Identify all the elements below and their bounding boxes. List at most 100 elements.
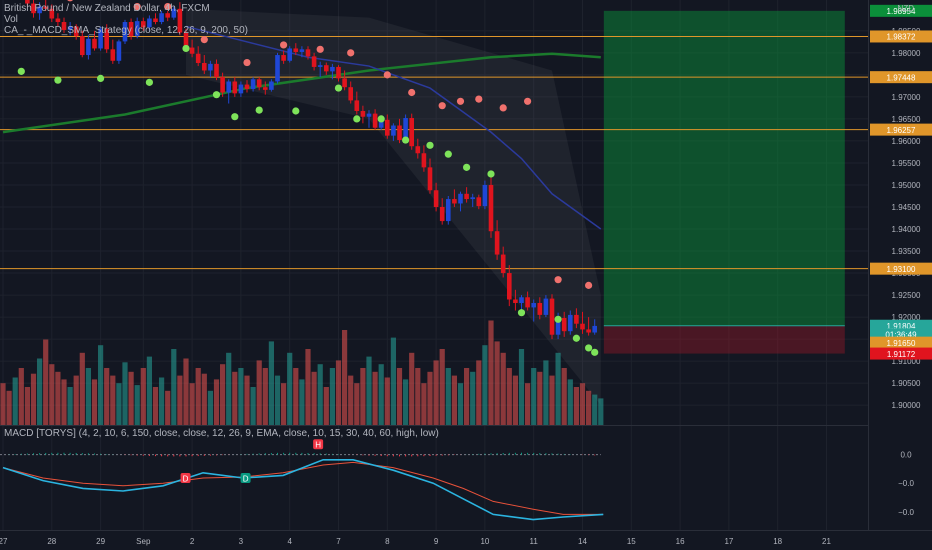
candle-body[interactable]: [403, 118, 408, 141]
candle-body[interactable]: [183, 32, 189, 48]
candle-body[interactable]: [104, 28, 109, 50]
candle-body[interactable]: [507, 273, 512, 300]
candle-body[interactable]: [464, 193, 469, 200]
candle-body[interactable]: [574, 314, 579, 324]
candle-body[interactable]: [238, 84, 244, 94]
candle-body[interactable]: [208, 63, 213, 71]
price-label-badge[interactable]: [870, 262, 932, 275]
candle-body[interactable]: [67, 26, 73, 30]
candle-body[interactable]: [122, 22, 128, 42]
candle-body[interactable]: [378, 119, 384, 128]
candle-body[interactable]: [433, 190, 439, 207]
candle-body[interactable]: [80, 36, 85, 56]
candle-body[interactable]: [263, 87, 268, 90]
candle-body[interactable]: [561, 317, 567, 332]
candle-body[interactable]: [43, 6, 48, 9]
candle-body[interactable]: [452, 199, 457, 204]
candle-body[interactable]: [397, 125, 402, 141]
candles[interactable]: [1, 0, 597, 340]
candle-body[interactable]: [73, 26, 79, 37]
candle-body[interactable]: [592, 325, 597, 333]
candle-body[interactable]: [500, 254, 506, 274]
candle-body[interactable]: [513, 299, 518, 304]
candle-body[interactable]: [134, 21, 140, 37]
candle-body[interactable]: [446, 199, 451, 222]
candle-body[interactable]: [488, 184, 494, 232]
time-tick-label[interactable]: 18: [773, 537, 782, 546]
candle-body[interactable]: [256, 79, 262, 88]
candle-body[interactable]: [336, 66, 341, 79]
candle-body[interactable]: [25, 0, 30, 4]
candle-body[interactable]: [141, 21, 146, 28]
time-tick-label[interactable]: 8: [385, 537, 390, 546]
time-tick-label[interactable]: 15: [627, 537, 636, 546]
candle-body[interactable]: [586, 329, 591, 333]
time-tick-label[interactable]: 11: [530, 537, 539, 546]
candle-body[interactable]: [189, 47, 195, 54]
time-tick-label[interactable]: 3: [239, 537, 244, 546]
time-tick-label[interactable]: 29: [96, 537, 105, 546]
time-tick-label[interactable]: 4: [287, 537, 292, 546]
candle-body[interactable]: [202, 62, 207, 71]
candle-body[interactable]: [195, 53, 201, 63]
candle-body[interactable]: [372, 113, 378, 128]
candle-body[interactable]: [354, 100, 360, 111]
candle-body[interactable]: [330, 66, 335, 72]
candle-body[interactable]: [98, 28, 103, 49]
candle-body[interactable]: [128, 22, 134, 37]
candle-body[interactable]: [409, 118, 414, 147]
price-label-badge[interactable]: [870, 347, 932, 360]
stop-loss-zone[interactable]: [603, 325, 845, 354]
candle-body[interactable]: [171, 8, 177, 18]
candle-body[interactable]: [543, 298, 549, 315]
candle-body[interactable]: [482, 184, 488, 207]
candle-body[interactable]: [525, 297, 530, 308]
candle-body[interactable]: [165, 13, 170, 18]
candle-body[interactable]: [214, 63, 219, 78]
candle-body[interactable]: [55, 18, 61, 23]
candle-body[interactable]: [366, 113, 372, 117]
price-label-badge[interactable]: [870, 336, 932, 349]
candle-body[interactable]: [281, 55, 286, 61]
candle-body[interactable]: [110, 49, 116, 61]
candle-body[interactable]: [86, 38, 91, 56]
horizontal-levels[interactable]: [0, 35, 868, 270]
candle-body[interactable]: [244, 84, 250, 89]
candle-body[interactable]: [324, 65, 329, 72]
trade-position-box[interactable]: [186, 8, 845, 406]
candle-body[interactable]: [580, 323, 585, 330]
time-axis[interactable]: 27 28 29 Sep 2 3 4 7 8 9 10 11 14 15 16 17 18 21: [0, 537, 831, 546]
candle-body[interactable]: [147, 18, 152, 28]
candle-body[interactable]: [177, 8, 183, 33]
candle-body[interactable]: [342, 78, 347, 88]
time-tick-label[interactable]: 14: [578, 537, 587, 546]
candle-body[interactable]: [385, 119, 390, 136]
candle-body[interactable]: [269, 81, 274, 90]
time-tick-label[interactable]: 28: [47, 537, 56, 546]
candle-body[interactable]: [391, 125, 396, 136]
candle-body[interactable]: [421, 153, 427, 168]
time-tick-label[interactable]: 2: [190, 537, 195, 546]
candle-body[interactable]: [293, 48, 299, 52]
candle-body[interactable]: [37, 6, 42, 14]
candle-body[interactable]: [360, 110, 366, 117]
price-axis[interactable]: 1.985001.980001.975001.970001.965001.960…: [869, 0, 932, 530]
candle-body[interactable]: [116, 41, 122, 61]
candle-body[interactable]: [476, 197, 482, 207]
candle-body[interactable]: [305, 49, 311, 57]
candle-body[interactable]: [519, 297, 524, 304]
candle-body[interactable]: [348, 87, 353, 101]
time-tick-label[interactable]: 9: [434, 537, 439, 546]
take-profit-zone[interactable]: [603, 10, 845, 326]
candle-body[interactable]: [159, 13, 164, 23]
time-tick-label[interactable]: 21: [822, 537, 831, 546]
candle-body[interactable]: [555, 317, 561, 335]
time-tick-label[interactable]: 10: [480, 537, 489, 546]
price-label-badge[interactable]: [870, 30, 932, 43]
candle-body[interactable]: [415, 146, 421, 154]
time-tick-label[interactable]: 27: [0, 537, 8, 546]
candle-body[interactable]: [61, 22, 67, 30]
time-tick-label[interactable]: 17: [724, 537, 733, 546]
candle-body[interactable]: [494, 231, 500, 255]
candle-body[interactable]: [49, 8, 55, 19]
